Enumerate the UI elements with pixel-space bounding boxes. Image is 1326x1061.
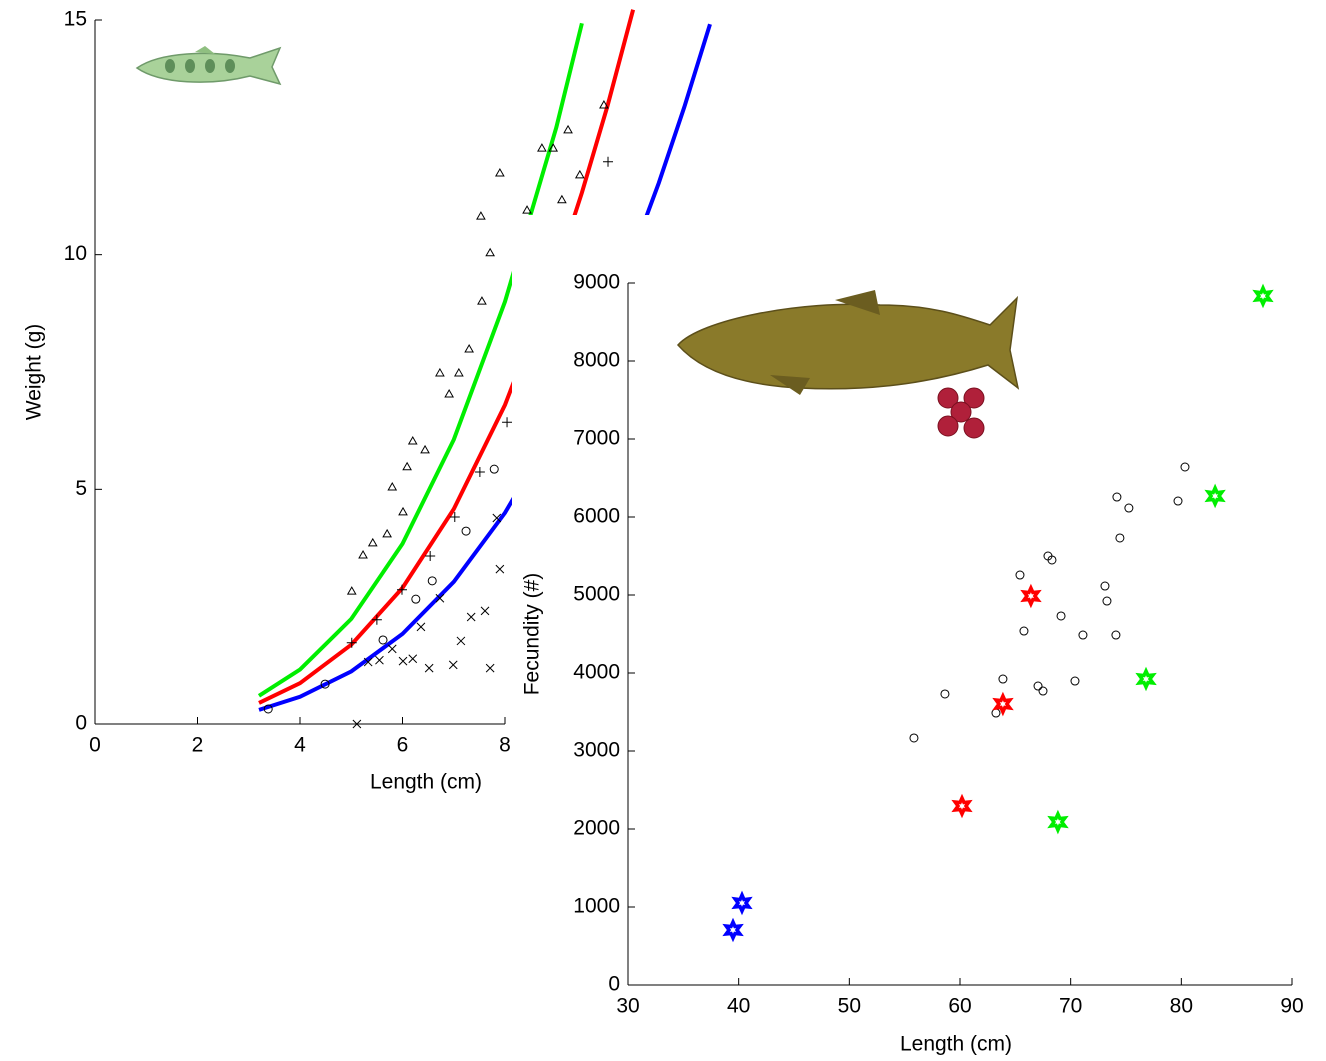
point bbox=[538, 144, 546, 151]
point bbox=[486, 249, 494, 256]
y-tick-label: 7000 bbox=[573, 427, 620, 450]
point bbox=[457, 637, 465, 645]
point bbox=[496, 565, 504, 573]
point bbox=[490, 465, 498, 473]
y-tick-label: 0 bbox=[75, 712, 87, 735]
y-tick-label: 1000 bbox=[573, 895, 620, 918]
point bbox=[455, 369, 463, 376]
x-tick-label: 8 bbox=[499, 734, 511, 757]
x-tick-label: 50 bbox=[838, 995, 861, 1018]
point bbox=[576, 171, 584, 178]
point bbox=[465, 345, 473, 352]
point bbox=[399, 508, 407, 515]
point bbox=[428, 577, 436, 585]
x-tick-label: 70 bbox=[1059, 995, 1082, 1018]
point bbox=[409, 655, 417, 663]
point bbox=[445, 390, 453, 397]
point bbox=[409, 437, 417, 444]
point bbox=[388, 645, 396, 653]
x-tick-label: 0 bbox=[89, 734, 101, 757]
y-tick-label: 15 bbox=[64, 8, 87, 31]
page: {"chart_data": [ {"type": "line", "x_lab… bbox=[0, 0, 1326, 1061]
y-tick-label: 2000 bbox=[573, 817, 620, 840]
point bbox=[425, 664, 433, 672]
point bbox=[486, 664, 494, 672]
point bbox=[558, 196, 566, 203]
point bbox=[388, 483, 396, 490]
point bbox=[375, 656, 383, 664]
point bbox=[403, 463, 411, 470]
point bbox=[564, 126, 572, 133]
x-tick-label: 60 bbox=[948, 995, 971, 1018]
point bbox=[603, 157, 613, 167]
y-tick-label: 4000 bbox=[573, 661, 620, 684]
point bbox=[496, 169, 504, 176]
point bbox=[421, 446, 429, 453]
y-tick-label: 10 bbox=[64, 242, 87, 265]
point bbox=[462, 527, 470, 535]
y-tick-label: 5 bbox=[75, 477, 87, 500]
point bbox=[481, 607, 489, 615]
x-tick-label: 4 bbox=[294, 734, 306, 757]
figure: 02468051015Length (cm)Weight (g) 3040506… bbox=[0, 0, 1326, 1061]
point bbox=[383, 530, 391, 537]
y-tick-label: 8000 bbox=[573, 349, 620, 372]
point bbox=[379, 636, 387, 644]
y-tick-label: 0 bbox=[608, 973, 620, 996]
y-tick-label: 3000 bbox=[573, 739, 620, 762]
point bbox=[417, 623, 425, 631]
point bbox=[372, 615, 382, 625]
juvenile-fish bbox=[137, 46, 280, 84]
point bbox=[477, 212, 485, 219]
point bbox=[478, 297, 486, 304]
x-axis-label: Length (cm) bbox=[900, 1033, 1012, 1056]
x-tick-label: 40 bbox=[727, 995, 750, 1018]
y-tick-label: 5000 bbox=[573, 583, 620, 606]
x-tick-label: 2 bbox=[192, 734, 204, 757]
x-tick-label: 90 bbox=[1280, 995, 1303, 1018]
x-tick-label: 30 bbox=[616, 995, 639, 1018]
point bbox=[359, 551, 367, 558]
y-tick-label: 9000 bbox=[573, 271, 620, 294]
point bbox=[502, 417, 512, 427]
y-tick-label: 6000 bbox=[573, 505, 620, 528]
point bbox=[369, 539, 377, 546]
point bbox=[449, 661, 457, 669]
x-axis-label: Length (cm) bbox=[370, 771, 482, 794]
y-axis-label: Fecundity (#) bbox=[521, 573, 544, 696]
point bbox=[412, 595, 420, 603]
point bbox=[436, 369, 444, 376]
point bbox=[399, 657, 407, 665]
point bbox=[467, 613, 475, 621]
x-tick-label: 80 bbox=[1170, 995, 1193, 1018]
x-tick-label: 6 bbox=[397, 734, 409, 757]
point bbox=[348, 587, 356, 594]
point bbox=[475, 467, 485, 477]
y-axis-label: Weight (g) bbox=[23, 324, 46, 420]
